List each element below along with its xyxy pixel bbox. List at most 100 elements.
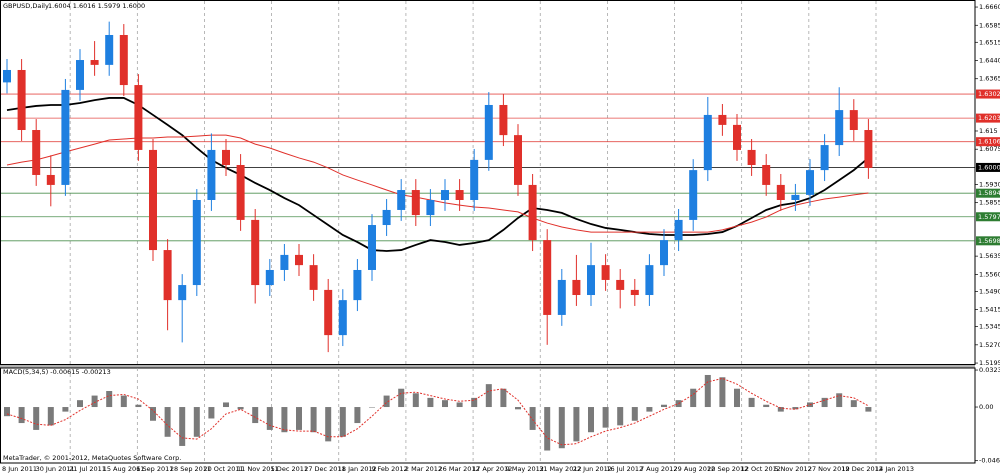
x-tick-label: 27 Nov 2012 (808, 465, 850, 473)
candle-body (397, 190, 406, 210)
candle-body (149, 149, 157, 251)
x-tick-label: 7 Aug 2012 (640, 465, 678, 473)
macd-bar (237, 407, 244, 410)
macd-bar (792, 407, 799, 410)
candle-body (470, 159, 479, 200)
macd-bar (529, 407, 536, 430)
candle-body (280, 254, 289, 270)
level-label: 1.6106 (978, 138, 1000, 146)
level-label: 1.6000 (978, 163, 1000, 171)
candle-body (733, 124, 741, 150)
candle-body (484, 104, 493, 160)
macd-bar (47, 407, 54, 426)
candle-body (587, 265, 595, 296)
x-tick-label: 6 Sep 2011 (136, 465, 173, 473)
candle-body (616, 279, 625, 290)
macd-bar (223, 402, 229, 408)
candle-body (441, 190, 449, 200)
macd-bar (836, 393, 843, 408)
macd-bar (164, 407, 171, 437)
x-tick-label: 26 Mar 2012 (439, 465, 480, 473)
macd-bar (62, 407, 69, 412)
candle-body (820, 145, 829, 171)
macd-bar (631, 407, 638, 421)
y-tick-label: 1.615 (979, 127, 998, 135)
y-tick-label: 1.5855 (979, 199, 1000, 207)
macd-bar (18, 407, 25, 424)
macd-bar (471, 397, 478, 408)
y-tick-label: 1.5560 (979, 270, 1000, 278)
macd-bar (661, 404, 667, 408)
indicator-title: MACD(5,34,5) -0.00615 -0.00213 (3, 368, 111, 376)
candle-body (543, 240, 552, 315)
candle-body (265, 269, 274, 286)
candle-body (806, 170, 814, 195)
x-tick-label: 22 Jun 2012 (573, 465, 612, 473)
candle-body (601, 265, 610, 280)
y-tick-label: 1.6365 (979, 75, 1000, 83)
macd-bar (777, 407, 784, 412)
x-tick-label: 11 Nov 2011 (237, 465, 279, 473)
candle-body (90, 60, 99, 65)
macd-bar (704, 374, 711, 408)
x-tick-label: 12 Oct 2012 (741, 465, 781, 473)
candle-body (32, 130, 41, 175)
panel-separator (0, 365, 975, 368)
candle-body (528, 184, 537, 241)
candle-body (747, 149, 756, 166)
level-label-bg (976, 89, 1000, 99)
candle-body (134, 85, 143, 150)
macd-bar (412, 393, 419, 408)
macd-bar (325, 407, 332, 442)
macd-bar (281, 407, 288, 433)
x-tick-label: 28 Sep 2011 (170, 465, 211, 473)
x-tick-label: 15 Aug 2011 (103, 465, 145, 473)
candle-body (178, 285, 187, 301)
y-tick-label: 1.6515 (979, 38, 1000, 46)
y-tick-label: 1.5345 (979, 323, 1000, 331)
y-tick-label: 1.5930 (979, 180, 1000, 188)
candle-body (630, 289, 639, 296)
candle-body (192, 199, 201, 286)
macd-bar (865, 407, 872, 412)
candle-body (76, 60, 84, 90)
macd-bar (383, 395, 390, 408)
x-tick-label: 9 May 2012 (506, 465, 544, 473)
macd-bar (135, 404, 142, 408)
x-tick-label: 14 Jan 2013 (875, 465, 914, 473)
macd-bar (106, 391, 113, 408)
candle-body (236, 165, 245, 220)
candle-body (689, 170, 698, 220)
x-tick-label: 27 Dec 2011 (304, 465, 346, 473)
candle-body (46, 174, 55, 185)
quote: 1.6004 1.6016 1.5979 1.6000 (48, 2, 145, 10)
macd-bar (4, 407, 10, 417)
price-panel (0, 0, 976, 365)
macd-signal (6, 377, 869, 446)
moving-average (6, 134, 869, 233)
candle-body (411, 190, 420, 216)
macd-bar (266, 407, 273, 430)
x-tick-label: 8 Jun 2011 (2, 465, 37, 473)
candle-body (791, 194, 800, 200)
candle-body (222, 149, 230, 166)
y-tick-label: 1.6660 (979, 3, 1000, 11)
macd-bar (821, 397, 828, 408)
level-label-bg (976, 137, 1000, 147)
footer: MetaTrader, © 2001-2012, MetaQuotes Soft… (3, 454, 181, 462)
macd-bar (850, 400, 857, 408)
x-tick-label: 30 Jun 2011 (36, 465, 75, 473)
level-label-bg (976, 188, 1000, 198)
y-tick-label: 1.6075 (979, 145, 1000, 153)
candle-body (762, 165, 771, 185)
macd-bar (398, 388, 405, 408)
candle-body (776, 184, 785, 200)
candle-body (338, 300, 347, 336)
indicator-panel (0, 367, 976, 464)
level-label: 1.5894 (978, 189, 1000, 197)
x-tick-label: 16 Jul 2012 (606, 465, 643, 473)
macd-bar (33, 407, 40, 430)
candle-body (645, 265, 654, 296)
macd-bar (500, 388, 507, 408)
candle-body (455, 190, 464, 200)
